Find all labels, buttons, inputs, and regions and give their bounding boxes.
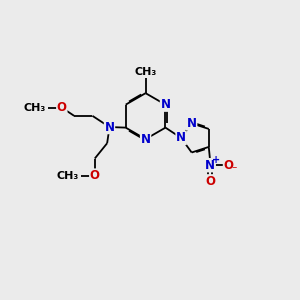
Text: CH₃: CH₃ xyxy=(24,103,46,112)
Text: CH₃: CH₃ xyxy=(134,67,157,77)
Text: ⁻: ⁻ xyxy=(232,165,237,175)
Text: +: + xyxy=(212,155,220,165)
Text: N: N xyxy=(141,133,151,146)
Text: N: N xyxy=(104,121,115,134)
Text: N: N xyxy=(176,131,186,144)
Text: O: O xyxy=(90,169,100,182)
Text: O: O xyxy=(57,101,67,114)
Text: N: N xyxy=(205,159,215,172)
Text: O: O xyxy=(205,175,215,188)
Text: N: N xyxy=(160,98,170,111)
Text: O: O xyxy=(224,159,233,172)
Text: CH₃: CH₃ xyxy=(57,171,79,181)
Text: N: N xyxy=(187,117,197,130)
